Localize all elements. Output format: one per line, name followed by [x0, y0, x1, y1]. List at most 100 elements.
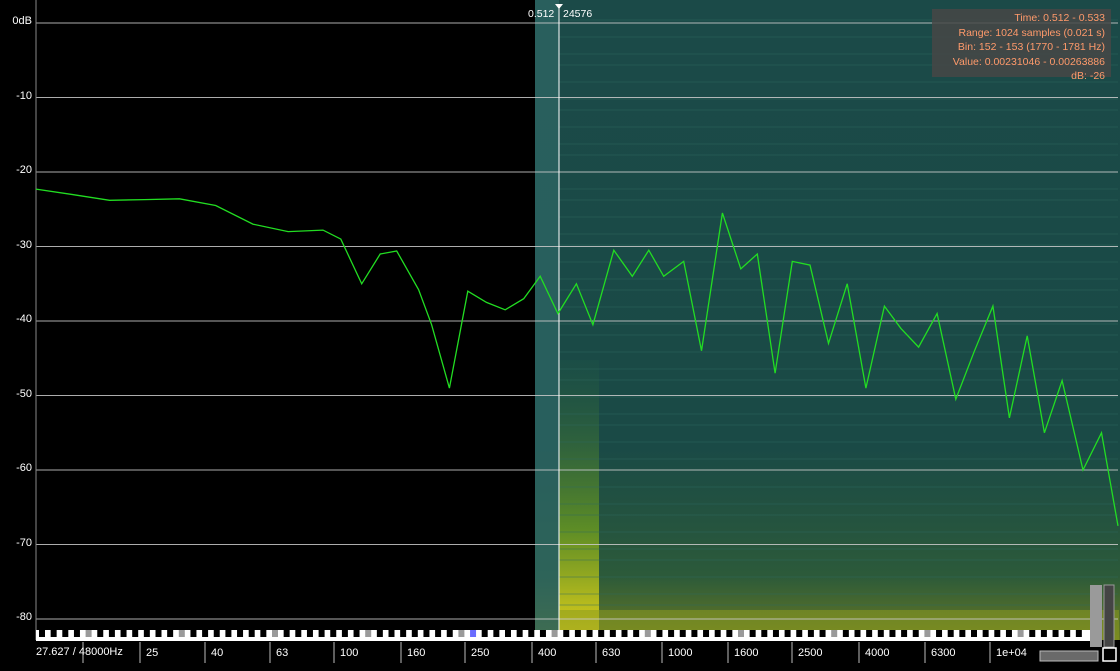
- keyboard-key[interactable]: [889, 630, 895, 637]
- keyboard-key[interactable]: [493, 630, 499, 637]
- keyboard-key[interactable]: [237, 630, 243, 637]
- spectrogram-hot-band: [559, 360, 599, 640]
- keyboard-key[interactable]: [389, 630, 395, 637]
- x-tick-label: 250: [471, 647, 489, 659]
- keyboard-key[interactable]: [74, 630, 80, 637]
- keyboard-key[interactable]: [307, 630, 313, 637]
- keyboard-key[interactable]: [1018, 630, 1024, 637]
- keyboard-key[interactable]: [1029, 630, 1035, 637]
- keyboard-key[interactable]: [645, 630, 651, 637]
- keyboard-key[interactable]: [959, 630, 965, 637]
- keyboard-key[interactable]: [202, 630, 208, 637]
- keyboard-key[interactable]: [121, 630, 127, 637]
- keyboard-key[interactable]: [342, 630, 348, 637]
- keyboard-key[interactable]: [656, 630, 662, 637]
- keyboard-key[interactable]: [470, 630, 476, 637]
- keyboard-key[interactable]: [622, 630, 628, 637]
- keyboard-key[interactable]: [330, 630, 336, 637]
- keyboard-key[interactable]: [156, 630, 162, 637]
- keyboard-key[interactable]: [668, 630, 674, 637]
- keyboard-key[interactable]: [62, 630, 68, 637]
- keyboard-key[interactable]: [808, 630, 814, 637]
- keyboard-key[interactable]: [1041, 630, 1047, 637]
- keyboard-key[interactable]: [540, 630, 546, 637]
- keyboard-key[interactable]: [412, 630, 418, 637]
- keyboard-key[interactable]: [1006, 630, 1012, 637]
- keyboard-key[interactable]: [878, 630, 884, 637]
- keyboard-key[interactable]: [1064, 630, 1070, 637]
- keyboard-key[interactable]: [831, 630, 837, 637]
- status-readout: 27.627 / 48000Hz: [36, 642, 123, 662]
- keyboard-key[interactable]: [365, 630, 371, 637]
- keyboard-key[interactable]: [913, 630, 919, 637]
- keyboard-key[interactable]: [179, 630, 185, 637]
- keyboard-key[interactable]: [167, 630, 173, 637]
- keyboard-key[interactable]: [983, 630, 989, 637]
- keyboard-key[interactable]: [843, 630, 849, 637]
- keyboard-key[interactable]: [552, 630, 558, 637]
- keyboard-key[interactable]: [563, 630, 569, 637]
- keyboard-key[interactable]: [109, 630, 115, 637]
- keyboard-key[interactable]: [377, 630, 383, 637]
- keyboard-key[interactable]: [715, 630, 721, 637]
- keyboard-key[interactable]: [703, 630, 709, 637]
- keyboard-key[interactable]: [633, 630, 639, 637]
- keyboard-key[interactable]: [132, 630, 138, 637]
- keyboard-key[interactable]: [272, 630, 278, 637]
- keyboard-key[interactable]: [458, 630, 464, 637]
- keyboard-key[interactable]: [482, 630, 488, 637]
- vertical-scrollbar[interactable]: [1104, 585, 1114, 647]
- keyboard-key[interactable]: [505, 630, 511, 637]
- keyboard-key[interactable]: [260, 630, 266, 637]
- keyboard-key[interactable]: [726, 630, 732, 637]
- keyboard-key[interactable]: [51, 630, 57, 637]
- position-value: 27.627: [36, 646, 70, 658]
- keyboard-key[interactable]: [423, 630, 429, 637]
- keyboard-key[interactable]: [249, 630, 255, 637]
- keyboard-key[interactable]: [680, 630, 686, 637]
- keyboard-key[interactable]: [866, 630, 872, 637]
- keyboard-key[interactable]: [86, 630, 92, 637]
- keyboard-key[interactable]: [319, 630, 325, 637]
- resize-box-icon[interactable]: [1103, 648, 1116, 661]
- keyboard-key[interactable]: [948, 630, 954, 637]
- keyboard-key[interactable]: [691, 630, 697, 637]
- keyboard-key[interactable]: [936, 630, 942, 637]
- level-meter[interactable]: [1090, 585, 1102, 647]
- keyboard-key[interactable]: [994, 630, 1000, 637]
- keyboard-key[interactable]: [773, 630, 779, 637]
- keyboard-key[interactable]: [97, 630, 103, 637]
- keyboard-key[interactable]: [796, 630, 802, 637]
- keyboard-key[interactable]: [39, 630, 45, 637]
- keyboard-key[interactable]: [1053, 630, 1059, 637]
- keyboard-key[interactable]: [225, 630, 231, 637]
- keyboard-key[interactable]: [214, 630, 220, 637]
- keyboard-key[interactable]: [855, 630, 861, 637]
- keyboard-key[interactable]: [750, 630, 756, 637]
- keyboard-key[interactable]: [598, 630, 604, 637]
- horizontal-scrollbar[interactable]: [1040, 651, 1098, 661]
- keyboard-key[interactable]: [190, 630, 196, 637]
- keyboard-key[interactable]: [785, 630, 791, 637]
- keyboard-key[interactable]: [528, 630, 534, 637]
- keyboard-key[interactable]: [901, 630, 907, 637]
- keyboard-key[interactable]: [738, 630, 744, 637]
- keyboard-key[interactable]: [284, 630, 290, 637]
- keyboard-key[interactable]: [575, 630, 581, 637]
- x-tick-label: 160: [407, 647, 425, 659]
- keyboard-key[interactable]: [354, 630, 360, 637]
- keyboard-key[interactable]: [610, 630, 616, 637]
- keyboard-key[interactable]: [1076, 630, 1082, 637]
- keyboard-key[interactable]: [447, 630, 453, 637]
- keyboard-key[interactable]: [587, 630, 593, 637]
- keyboard-key[interactable]: [295, 630, 301, 637]
- keyboard-key[interactable]: [435, 630, 441, 637]
- keyboard-key[interactable]: [971, 630, 977, 637]
- keyboard-key[interactable]: [400, 630, 406, 637]
- keyboard-key[interactable]: [517, 630, 523, 637]
- keyboard-key[interactable]: [924, 630, 930, 637]
- keyboard-key[interactable]: [761, 630, 767, 637]
- keyboard-key[interactable]: [144, 630, 150, 637]
- keyboard-key[interactable]: [820, 630, 826, 637]
